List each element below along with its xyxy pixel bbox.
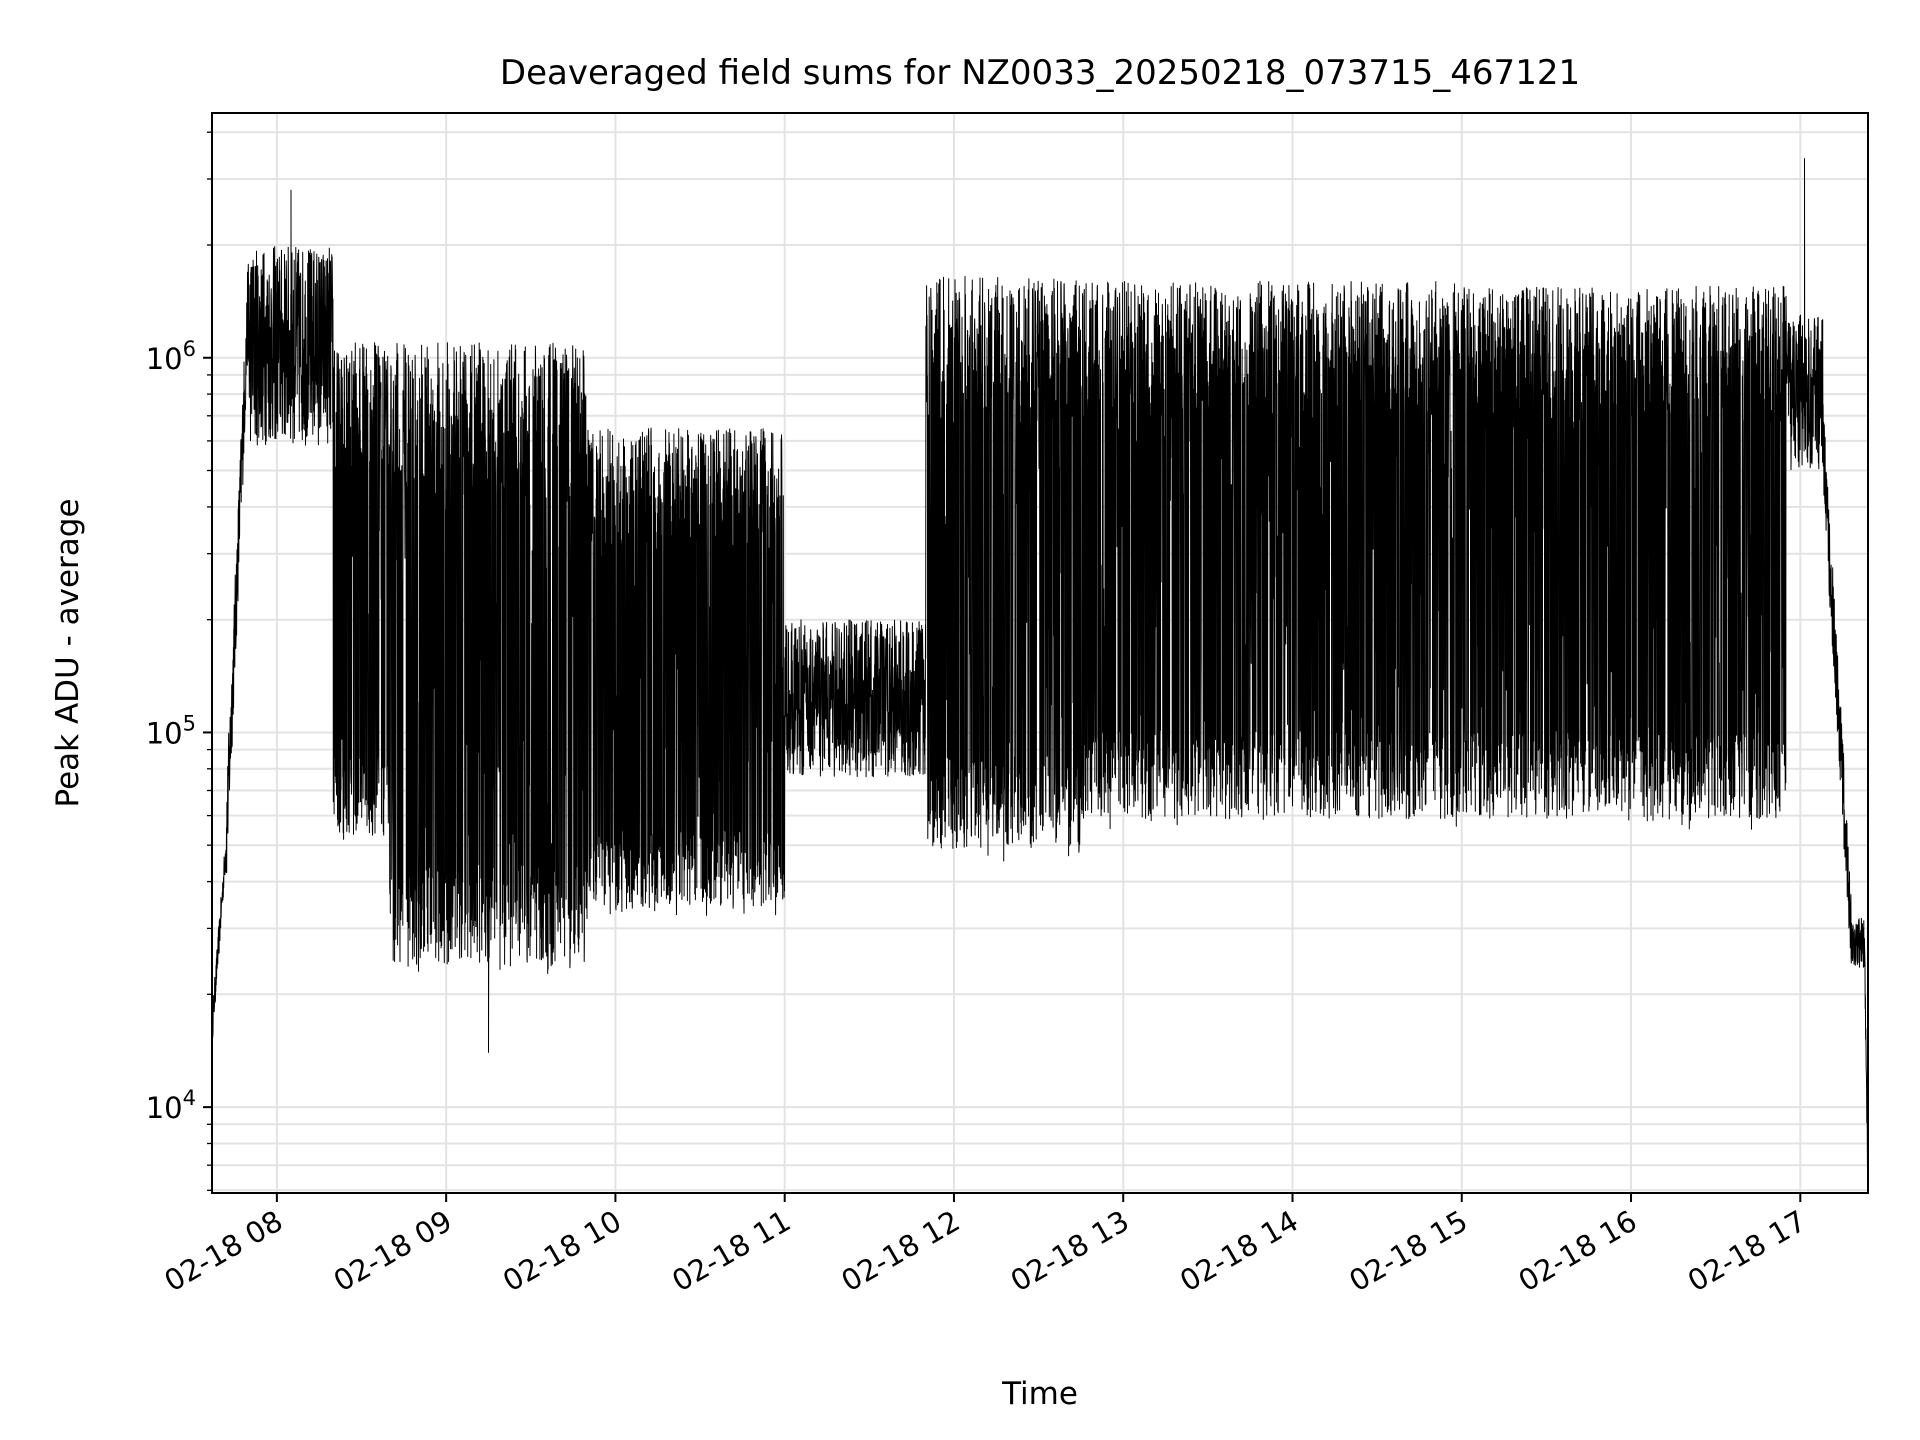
y-axis-label: Peak ADU - average [50,498,86,807]
y-tick-label: 106 [146,337,196,376]
chart-title: Deaveraged field sums for NZ0033_2025021… [500,53,1580,93]
y-tick-label: 104 [146,1086,196,1125]
x-axis-label: Time [1001,1376,1078,1412]
plot-clip-group [212,158,1868,1179]
series-line [212,158,1868,1179]
plot-frame [211,112,1869,1194]
y-tick-label: 105 [146,711,196,750]
